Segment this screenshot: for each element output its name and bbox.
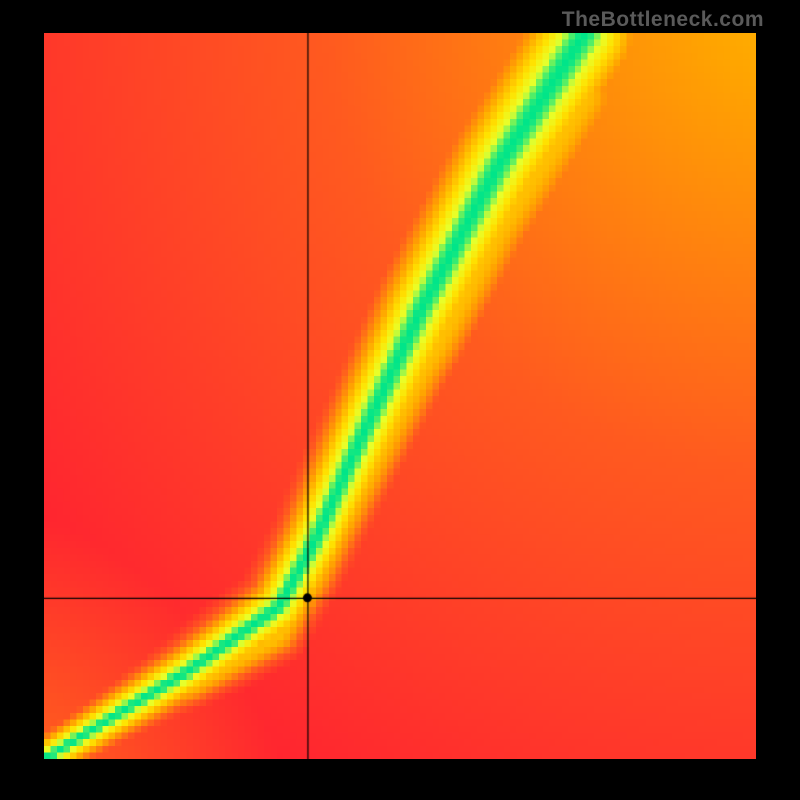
chart-container: TheBottleneck.com bbox=[0, 0, 800, 800]
crosshair-overlay bbox=[44, 33, 756, 759]
watermark-text: TheBottleneck.com bbox=[562, 8, 764, 32]
